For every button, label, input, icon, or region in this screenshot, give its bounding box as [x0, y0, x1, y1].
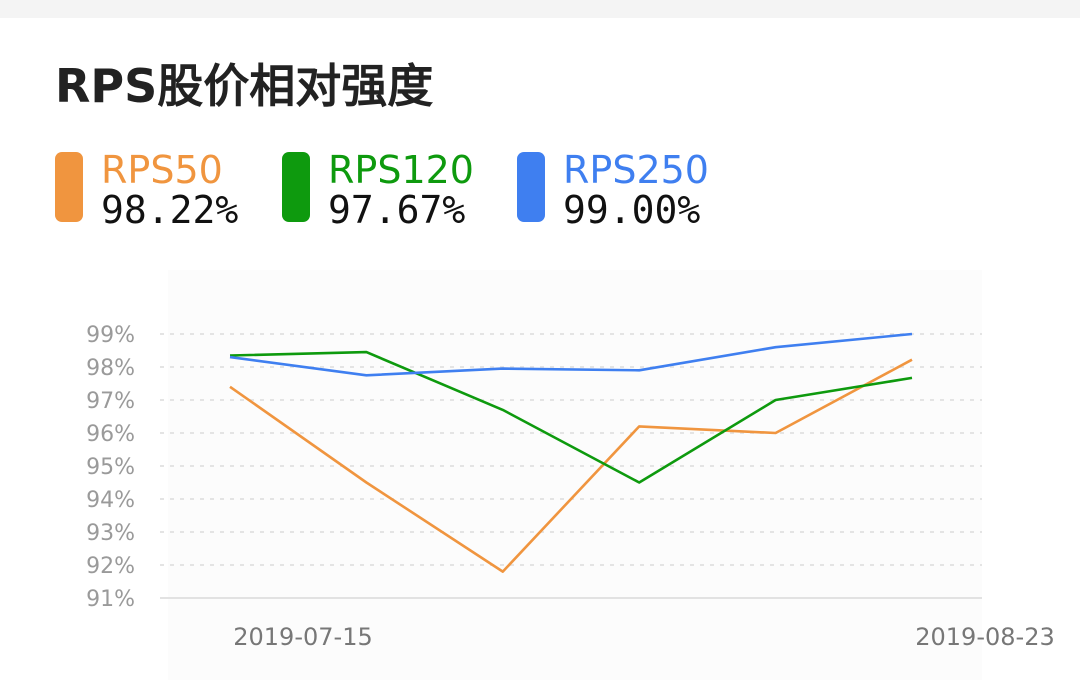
- legend-value: 97.67%: [328, 188, 466, 232]
- chart-title: RPS股价相对强度: [55, 59, 434, 113]
- x-tick-label: 2019-08-23: [915, 623, 1054, 651]
- plot-area: [168, 270, 982, 680]
- legend-swatch: [517, 152, 545, 222]
- legend-swatch: [55, 152, 83, 222]
- legend-label: RPS250: [563, 148, 709, 192]
- y-tick-label: 97%: [86, 389, 135, 414]
- y-tick-label: 92%: [86, 554, 135, 579]
- legend-label: RPS120: [328, 148, 474, 192]
- legend-value: 98.22%: [101, 188, 239, 232]
- series-line-rps250: [229, 332, 913, 377]
- legend-swatch: [282, 152, 310, 222]
- series-line-rps50: [229, 358, 913, 573]
- series-line-rps120: [229, 350, 913, 484]
- y-tick-label: 94%: [86, 488, 135, 513]
- y-tick-label: 96%: [86, 422, 135, 447]
- legend-label: RPS50: [101, 148, 223, 192]
- y-tick-label: 99%: [86, 323, 135, 348]
- y-tick-label: 91%: [86, 587, 135, 612]
- y-tick-label: 93%: [86, 521, 135, 546]
- y-tick-label: 95%: [86, 455, 135, 480]
- legend-value: 99.00%: [563, 188, 701, 232]
- x-tick-label: 2019-07-15: [233, 623, 372, 651]
- y-tick-label: 98%: [86, 356, 135, 381]
